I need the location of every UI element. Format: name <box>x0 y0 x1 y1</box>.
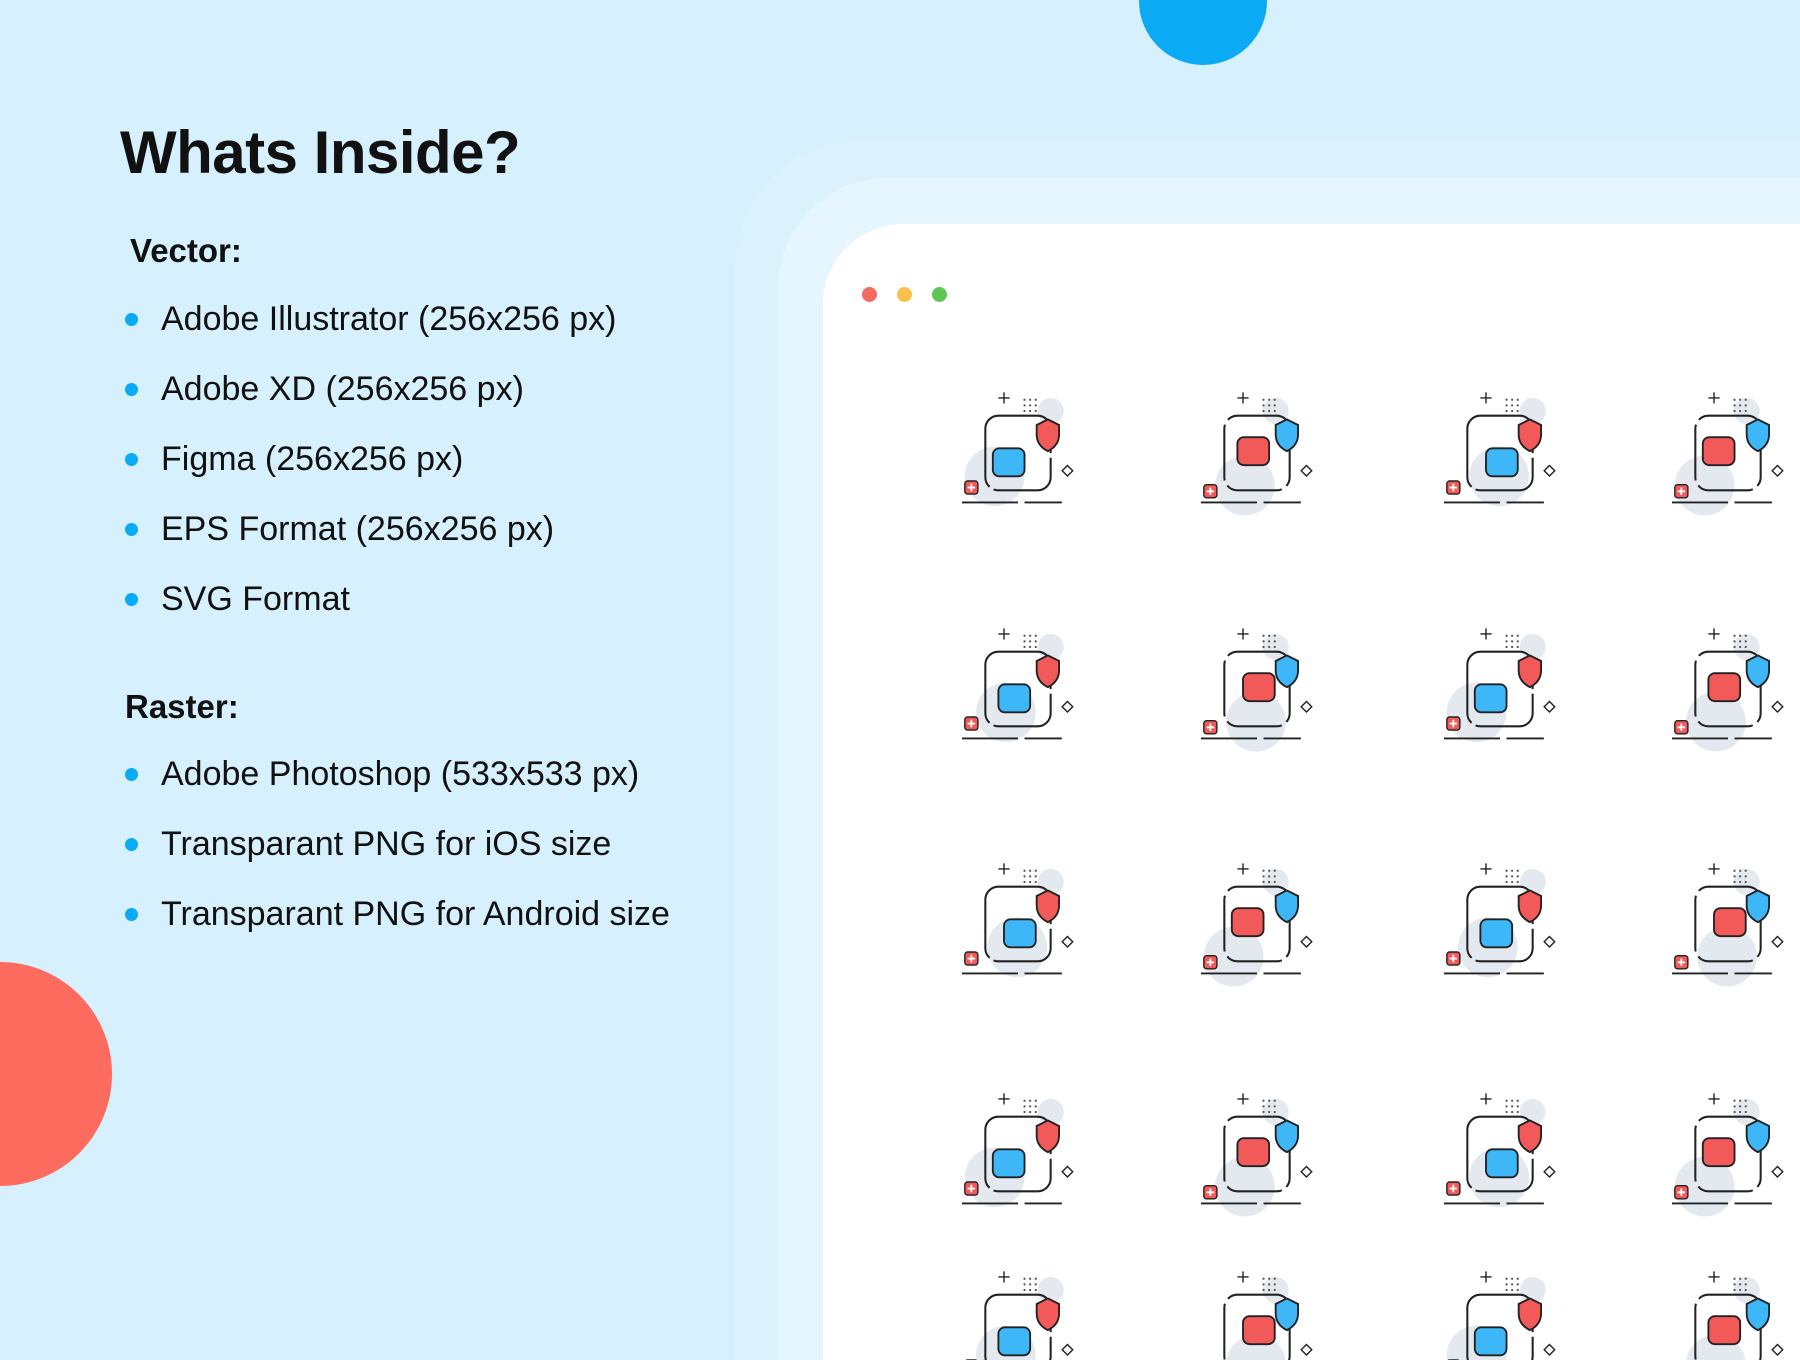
oxygen-mask-icon[interactable] <box>948 854 1088 994</box>
bullet-icon <box>125 768 138 781</box>
medicine-pills-icon[interactable] <box>1658 1084 1798 1224</box>
bullet-icon <box>125 453 138 466</box>
bullet-icon <box>125 523 138 536</box>
face-mask-people-icon[interactable] <box>948 383 1088 523</box>
decorative-red-circle <box>0 962 112 1186</box>
decorative-blue-circle <box>1139 0 1267 65</box>
list-item-label: SVG Format <box>161 580 350 618</box>
list-item-label: Adobe Illustrator (256x256 px) <box>161 300 617 338</box>
hand-sanitizer-icon[interactable] <box>1430 383 1570 523</box>
hand-shield-icon[interactable] <box>1187 383 1327 523</box>
hospital-icon[interactable] <box>1658 854 1798 994</box>
list-item: Adobe Photoshop (533x533 px) <box>125 755 639 794</box>
bullet-icon <box>125 313 138 326</box>
list-item-label: Transparant PNG for iOS size <box>161 825 612 863</box>
window-minimize-button[interactable] <box>897 287 912 302</box>
bullet-icon <box>125 593 138 606</box>
bullet-icon <box>125 383 138 396</box>
caduceus-icon[interactable] <box>1430 1084 1570 1224</box>
calendar-appointment-icon[interactable] <box>948 1262 1088 1360</box>
list-item: Transparant PNG for iOS size <box>125 825 611 864</box>
fever-icon[interactable] <box>1658 619 1798 759</box>
emergency-call-icon[interactable] <box>1187 1262 1327 1360</box>
list-item-label: EPS Format (256x256 px) <box>161 510 555 548</box>
list-item: Figma (256x256 px) <box>125 440 463 479</box>
list-item-label: Adobe Photoshop (533x533 px) <box>161 755 640 793</box>
heart-monitor-icon[interactable] <box>1430 1262 1570 1360</box>
list-item: Adobe XD (256x256 px) <box>125 370 524 409</box>
window-close-button[interactable] <box>862 287 877 302</box>
list-item-label: Transparant PNG for Android size <box>161 895 670 933</box>
bullet-icon <box>125 908 138 921</box>
medical-report-icon[interactable] <box>1187 1084 1327 1224</box>
vaccine-syringe-icon[interactable] <box>948 619 1088 759</box>
microscope-lab-icon[interactable] <box>948 1084 1088 1224</box>
iv-drip-icon[interactable] <box>1658 1262 1798 1360</box>
raster-heading: Raster: <box>125 688 239 725</box>
page-title: Whats Inside? <box>120 119 521 186</box>
list-item: SVG Format <box>125 580 350 619</box>
sneeze-icon[interactable] <box>1430 619 1570 759</box>
list-item: Transparant PNG for Android size <box>125 895 670 934</box>
telemedicine-icon[interactable] <box>1187 854 1327 994</box>
bullet-icon <box>125 838 138 851</box>
list-item: EPS Format (256x256 px) <box>125 510 554 549</box>
window-maximize-button[interactable] <box>932 287 947 302</box>
list-item: Adobe Illustrator (256x256 px) <box>125 300 616 339</box>
first-aid-kit-icon[interactable] <box>1430 854 1570 994</box>
vector-heading: Vector: <box>130 232 242 269</box>
lungs-virus-icon[interactable] <box>1187 619 1327 759</box>
list-item-label: Figma (256x256 px) <box>161 440 464 478</box>
test-tube-icon[interactable] <box>1658 383 1798 523</box>
list-item-label: Adobe XD (256x256 px) <box>161 370 524 408</box>
